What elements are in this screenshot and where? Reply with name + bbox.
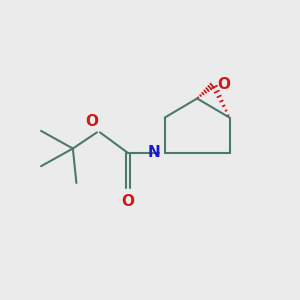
Text: N: N	[148, 146, 160, 160]
Text: O: O	[218, 77, 231, 92]
Text: O: O	[85, 114, 98, 129]
Text: O: O	[122, 194, 134, 209]
